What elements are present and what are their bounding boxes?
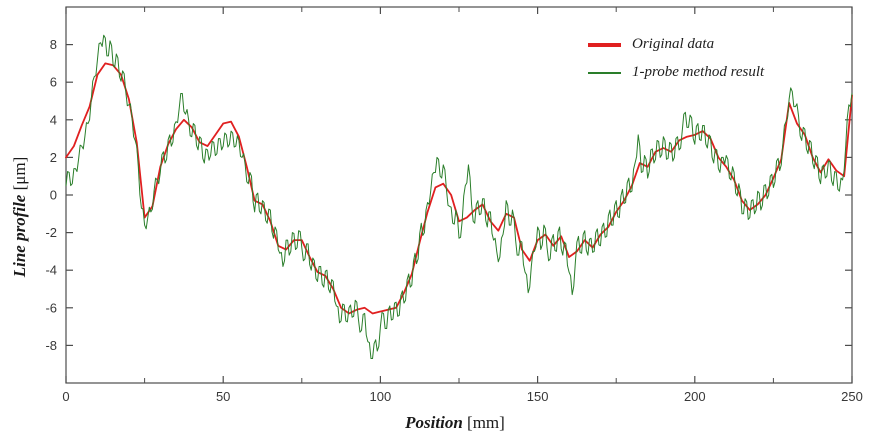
- x-axis-unit: [mm]: [462, 413, 505, 432]
- legend-label: Original data: [632, 36, 715, 52]
- y-tick-label: 2: [50, 150, 57, 165]
- y-tick-label: 8: [50, 37, 57, 52]
- legend-item-original-data: Original data: [588, 36, 764, 53]
- y-tick-label: 0: [50, 188, 57, 203]
- series-line-1-probe-method: [65, 34, 853, 360]
- x-axis-title-text: Position: [405, 413, 463, 432]
- legend-swatch-green-line: [588, 71, 621, 74]
- x-tick-label: 250: [841, 389, 863, 404]
- y-tick-label: -8: [45, 338, 57, 353]
- legend: Original data 1-probe method result: [588, 36, 764, 92]
- y-axis-title: Line profile [μm]: [10, 157, 30, 278]
- legend-label: 1-probe method result: [632, 64, 765, 80]
- y-tick-label: 6: [50, 75, 57, 90]
- x-tick-label: 100: [370, 389, 392, 404]
- x-axis-title: Position [mm]: [405, 413, 505, 433]
- legend-swatch-red-line: [588, 42, 621, 47]
- series-line-original-data: [65, 62, 853, 315]
- legend-item-1-probe-method: 1-probe method result: [588, 64, 764, 81]
- x-tick-label: 150: [527, 389, 549, 404]
- y-tick-label: 4: [50, 112, 57, 127]
- x-tick-label: 0: [62, 389, 69, 404]
- y-axis-title-text: Line profile: [10, 194, 29, 278]
- y-tick-label: -6: [45, 300, 57, 315]
- x-tick-label: 50: [216, 389, 230, 404]
- y-tick-label: -2: [45, 225, 57, 240]
- x-tick-label: 200: [684, 389, 706, 404]
- y-axis-unit: [μm]: [10, 156, 29, 195]
- y-tick-label: -4: [45, 263, 57, 278]
